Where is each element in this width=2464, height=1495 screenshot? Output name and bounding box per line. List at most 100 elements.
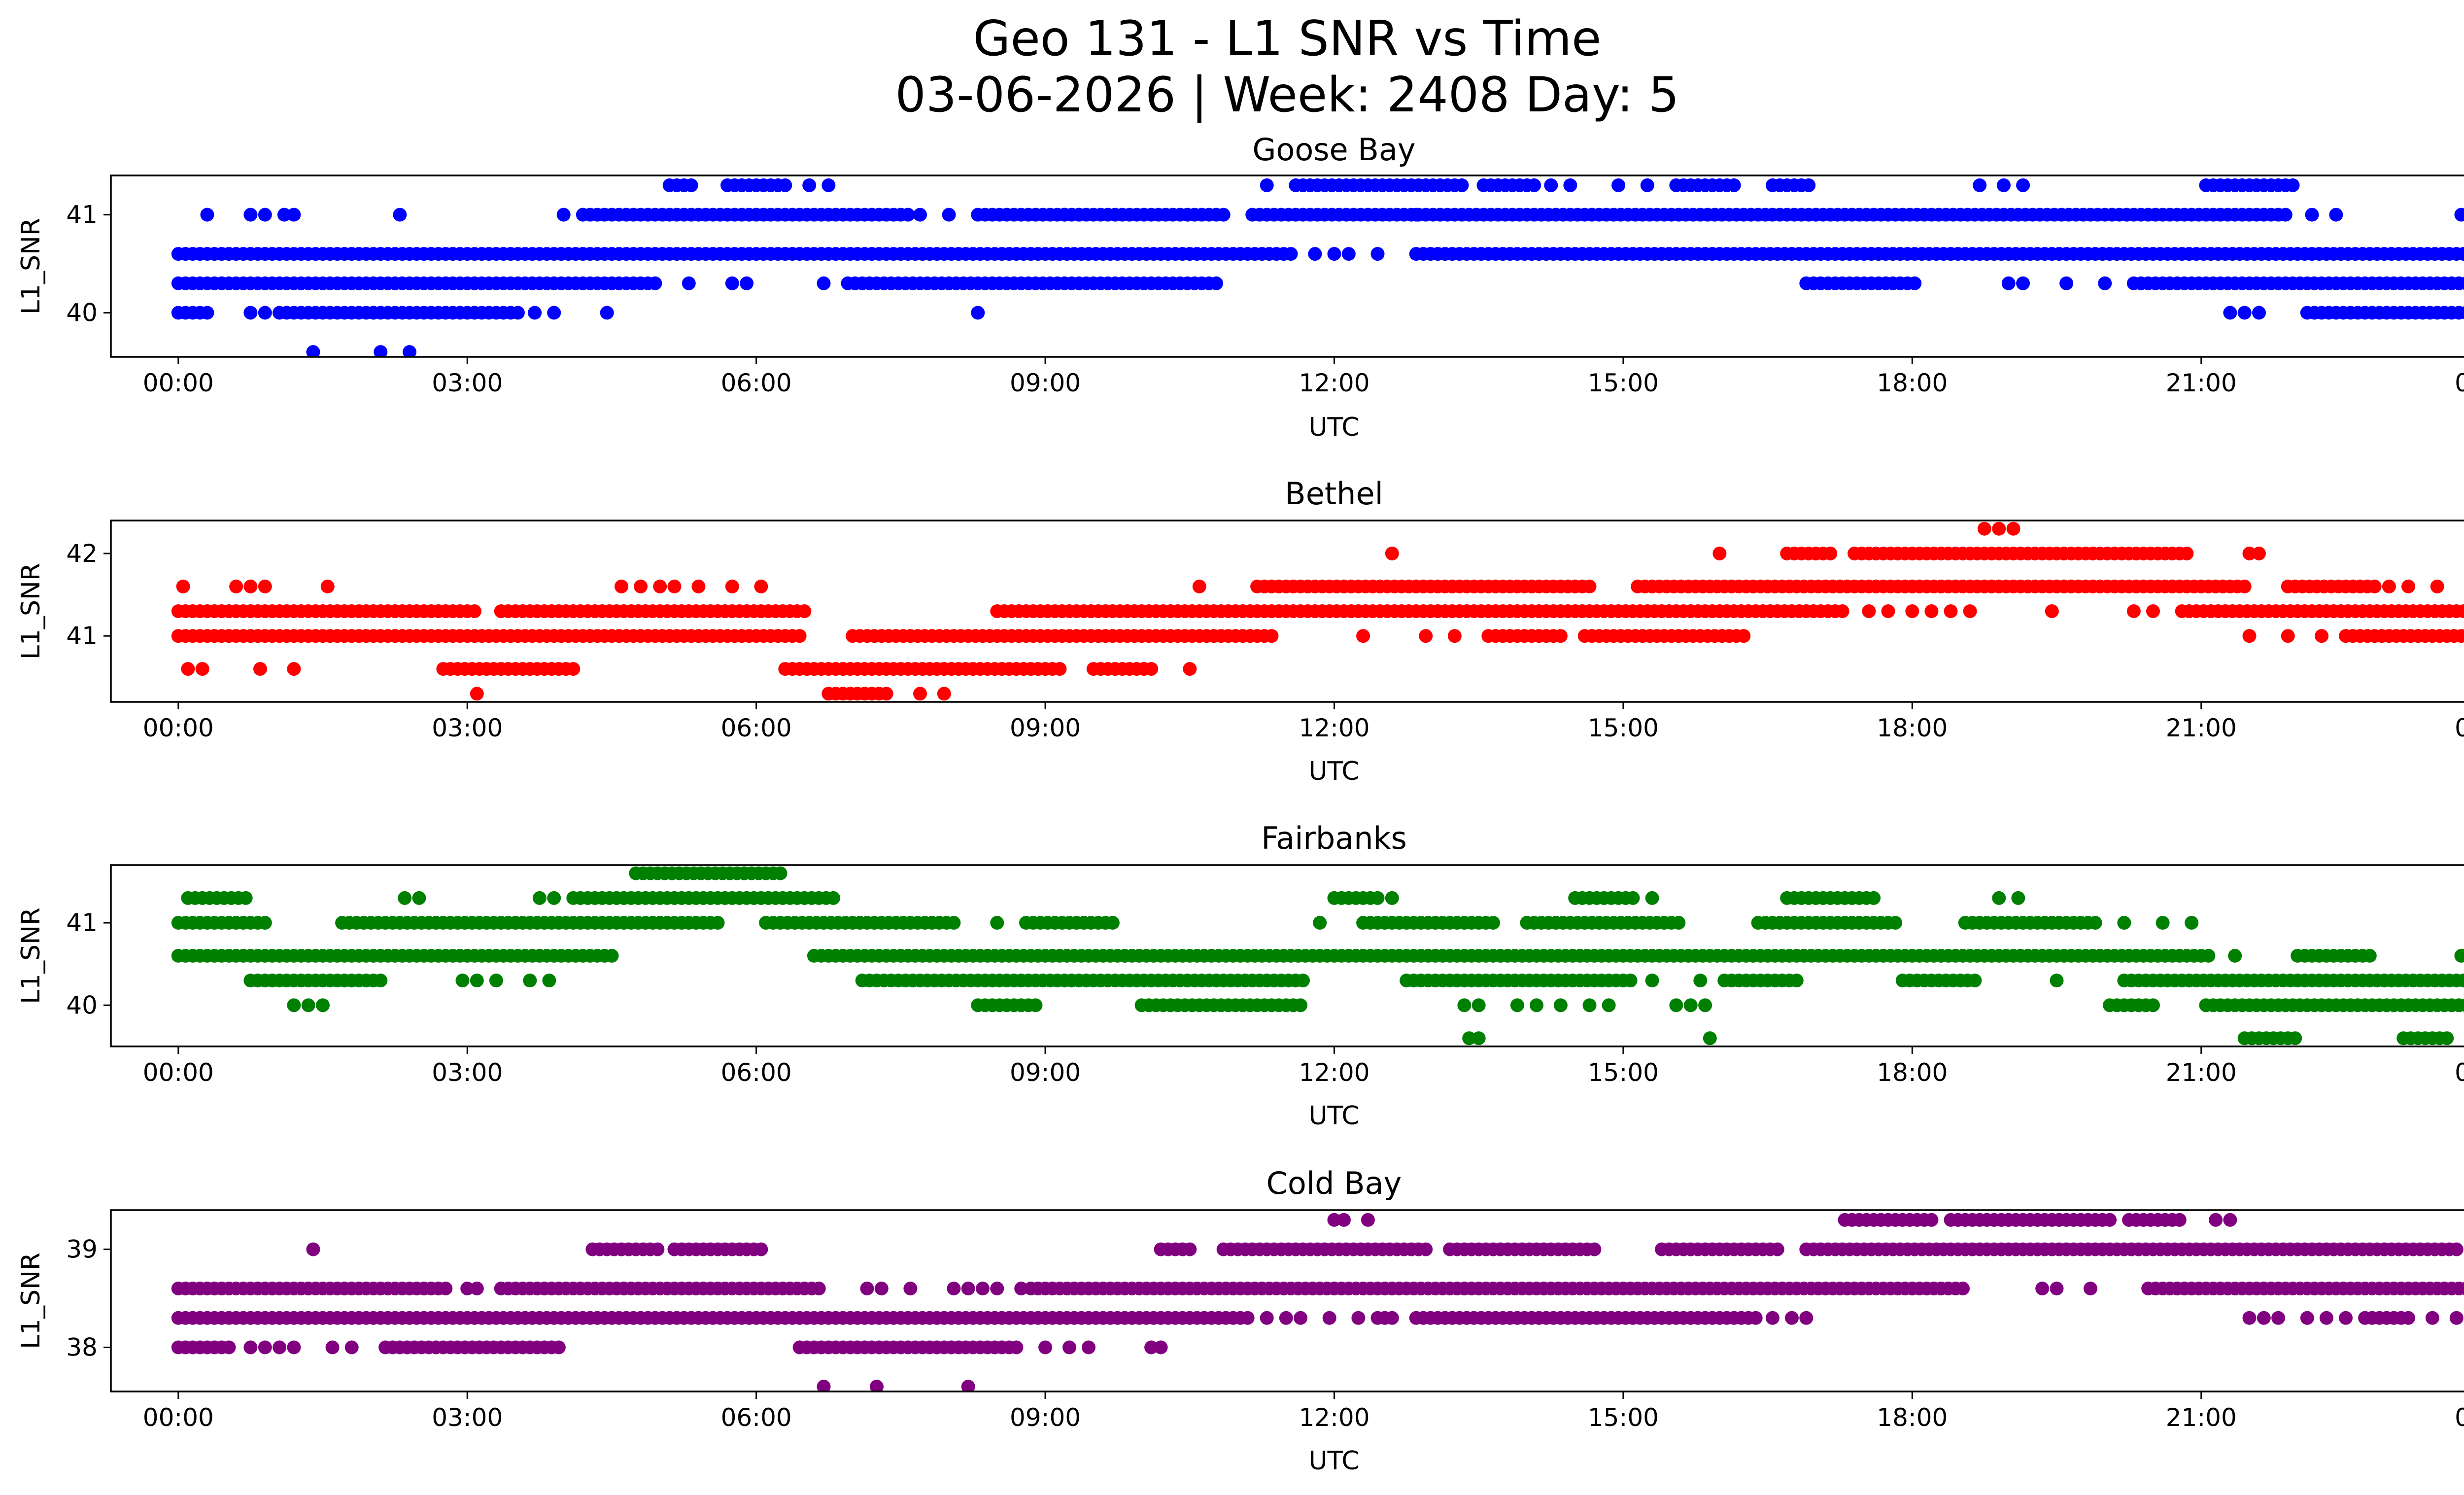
data-point [711, 916, 725, 930]
data-point [1385, 891, 1399, 905]
data-point [2454, 629, 2464, 643]
x-tick-label: 00:00 [143, 1403, 214, 1432]
x-tick-label: 06:00 [721, 1403, 792, 1432]
data-point [1053, 662, 1067, 676]
x-tick-label: 12:00 [1299, 714, 1369, 742]
data-point [879, 687, 893, 701]
data-point [2457, 973, 2464, 988]
data-point [412, 891, 426, 905]
data-point [1009, 1340, 1024, 1355]
data-point [802, 178, 817, 192]
x-tick-label: 12:00 [1299, 369, 1369, 397]
data-point [990, 916, 1004, 930]
data-point [1361, 1213, 1375, 1227]
data-point [1924, 604, 1939, 618]
data-point [792, 629, 807, 643]
data-point [691, 579, 706, 593]
data-point [913, 208, 927, 222]
data-point [937, 687, 951, 701]
data-point [1294, 998, 1308, 1012]
x-axis-label: UTC [1308, 413, 1359, 442]
x-tick-label: 03:00 [432, 1403, 503, 1432]
data-point [812, 1282, 826, 1296]
data-point [556, 208, 571, 222]
data-point [1385, 546, 1399, 560]
data-point [2315, 629, 2329, 643]
data-point [903, 1282, 918, 1296]
y-axis-label: L1_SNR [16, 907, 46, 1004]
x-tick-label: 09:00 [1010, 369, 1081, 397]
data-point [1062, 1340, 1076, 1355]
data-point [961, 1282, 975, 1296]
data-point [1553, 998, 1568, 1012]
data-point [2430, 579, 2444, 593]
panel-title: Goose Bay [1252, 132, 1415, 168]
data-point [470, 1282, 484, 1296]
data-point [1530, 998, 1543, 1012]
data-point [648, 276, 662, 290]
data-point [1623, 973, 1638, 988]
data-point [2252, 306, 2266, 320]
data-point [1881, 604, 1895, 618]
data-point [1802, 178, 1816, 192]
x-tick-label: 18:00 [1877, 369, 1948, 397]
data-point [754, 1242, 768, 1256]
x-tick-label: 12:00 [1299, 1058, 1369, 1087]
data-point [1835, 604, 1849, 618]
x-tick-label: 15:00 [1588, 1403, 1659, 1432]
scatter-markers [171, 522, 2464, 701]
data-point [1748, 1311, 1763, 1325]
data-point [653, 579, 667, 593]
data-point [2223, 1213, 2237, 1227]
data-point [2059, 276, 2074, 290]
data-point [725, 276, 739, 290]
data-point [287, 208, 301, 222]
data-point [1192, 579, 1206, 593]
data-point [277, 208, 291, 222]
data-point [511, 306, 525, 320]
data-point [1765, 1311, 1780, 1325]
data-point [605, 949, 619, 963]
data-point [1553, 629, 1568, 643]
data-point [2252, 546, 2266, 560]
data-point [2401, 579, 2415, 593]
data-point [1867, 891, 1881, 905]
data-point [913, 687, 927, 701]
data-point [2237, 306, 2252, 320]
data-point [1888, 916, 1903, 930]
x-tick-label: 06:00 [721, 1058, 792, 1087]
x-tick-label: 21:00 [2166, 1403, 2237, 1432]
data-point [2382, 579, 2396, 593]
data-point [1640, 178, 1654, 192]
data-point [287, 998, 301, 1012]
data-point [1977, 522, 1991, 536]
data-point [1789, 973, 1804, 988]
y-tick-label: 40 [66, 298, 98, 327]
data-point [489, 973, 503, 988]
data-point [1693, 973, 1708, 988]
data-point [1611, 178, 1626, 192]
x-axis-label: UTC [1308, 757, 1359, 786]
data-point [532, 891, 547, 905]
data-point [1260, 178, 1274, 192]
data-point [1924, 1213, 1939, 1227]
data-point [2401, 1311, 2415, 1325]
x-tick-label: 15:00 [1588, 1058, 1659, 1087]
data-point [778, 178, 792, 192]
data-point [181, 662, 195, 676]
data-point [2180, 546, 2194, 560]
x-tick-label: 00:00 [143, 369, 214, 397]
data-point [2329, 208, 2343, 222]
data-point [2459, 306, 2464, 319]
data-point [1240, 1311, 1255, 1325]
data-point [947, 1282, 961, 1296]
data-point [253, 662, 267, 676]
data-point [344, 1340, 359, 1355]
data-point [316, 998, 330, 1012]
data-point [1144, 1340, 1159, 1355]
data-point [258, 1340, 272, 1355]
y-tick-label: 39 [66, 1235, 98, 1264]
data-point [1284, 247, 1298, 261]
data-point [1462, 1031, 1476, 1045]
